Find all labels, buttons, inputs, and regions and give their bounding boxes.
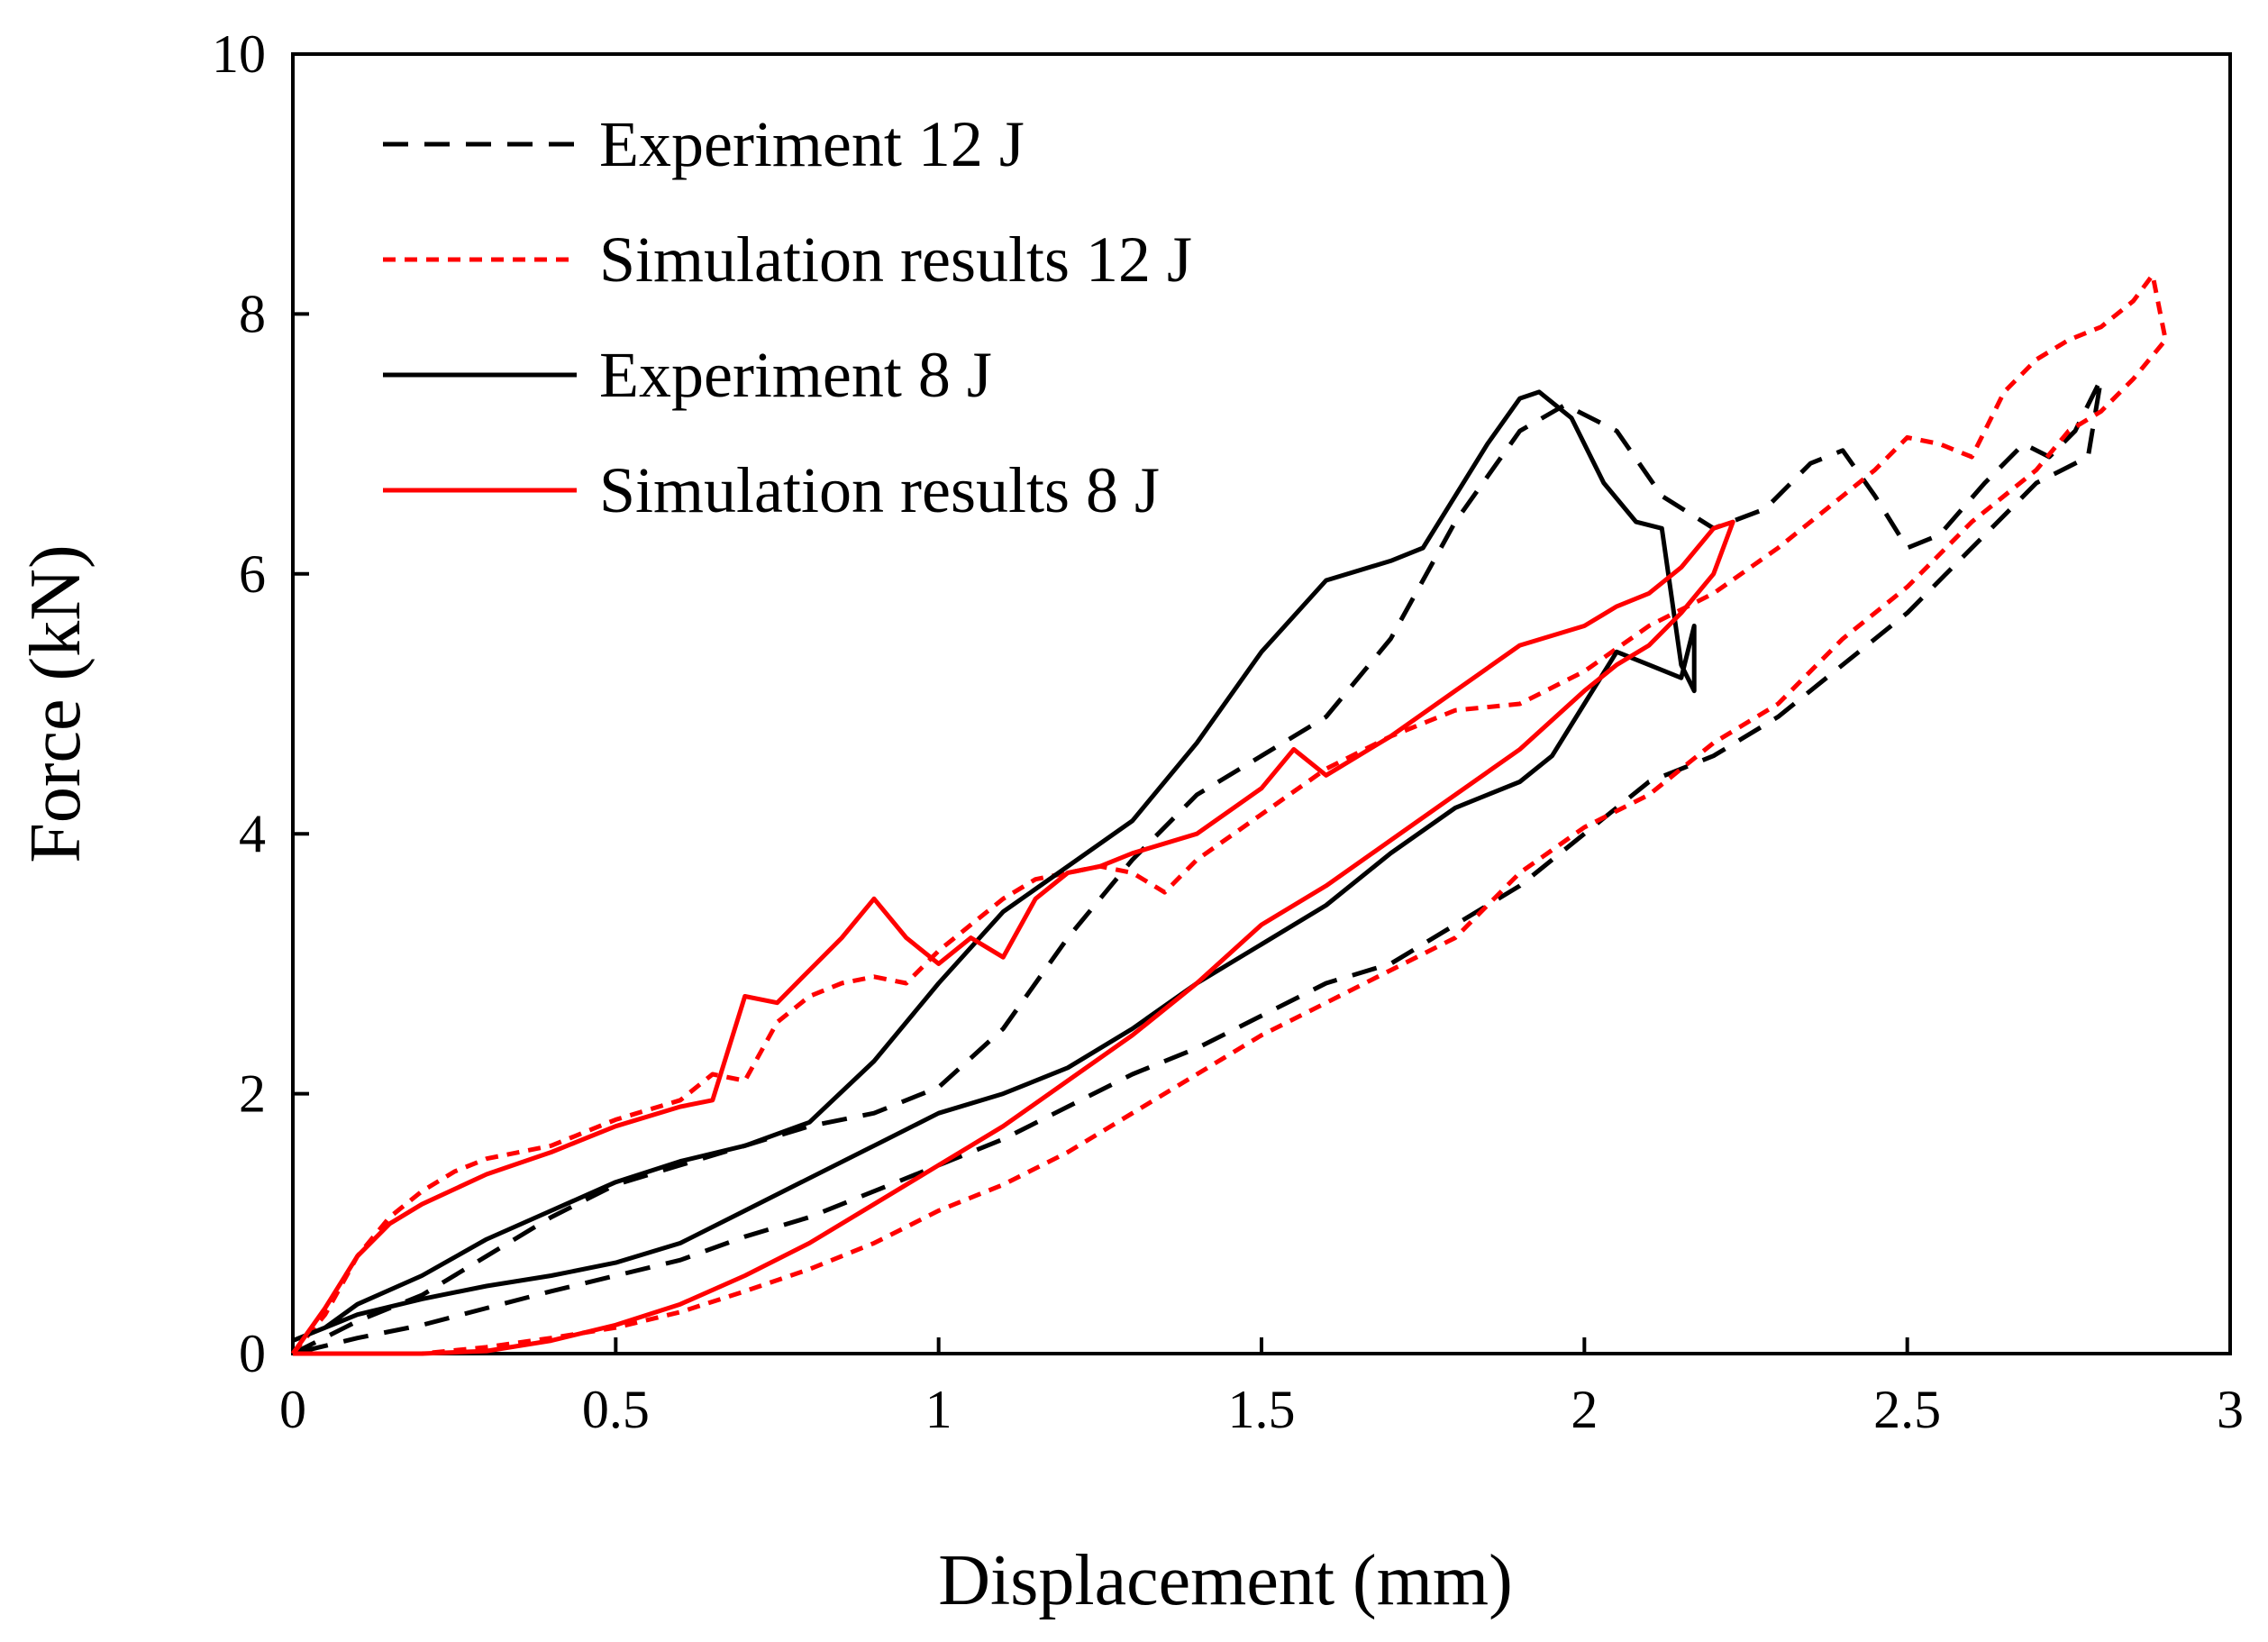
- y-tick-label: 10: [212, 24, 266, 84]
- legend-label-2: Simulation results 12 J: [599, 223, 1192, 296]
- y-tick-label: 8: [239, 284, 266, 343]
- series-line-1: [291, 377, 2104, 1356]
- plot-area-frame: [291, 52, 2232, 1355]
- series-line-3: [292, 389, 1697, 1343]
- y-axis-title: Force (kN): [16, 544, 96, 862]
- x-tick-label: 3: [2217, 1380, 2244, 1439]
- y-tick-label: 6: [239, 544, 266, 604]
- y-tick-label: 0: [239, 1324, 266, 1383]
- legend-label-1: Experiment 12 J: [599, 108, 1025, 180]
- y-tick-label: 2: [239, 1064, 266, 1124]
- legend-label-4: Simulation results 8 J: [599, 454, 1160, 526]
- x-tick-label: 0: [279, 1380, 306, 1439]
- x-tick-label: 1: [925, 1380, 952, 1439]
- x-axis-title: Displacement (mm): [938, 1541, 1513, 1620]
- x-tick-label: 2.5: [1873, 1380, 1941, 1439]
- x-axis-ticks: 0 0.5 1 1.5 2 2.5 3: [279, 1337, 2244, 1439]
- series-line-4: [290, 519, 1735, 1356]
- y-tick-label: 4: [239, 804, 266, 863]
- x-tick-label: 0.5: [582, 1380, 650, 1439]
- legend: Experiment 12 J Simulation results 12 J Ex…: [383, 108, 1192, 526]
- x-tick-label: 2: [1571, 1380, 1598, 1439]
- series-line-2: [291, 272, 2168, 1356]
- legend-label-3: Experiment 8 J: [599, 339, 992, 411]
- x-tick-label: 1.5: [1228, 1380, 1296, 1439]
- y-axis-ticks: 0 2 4 6 8 10: [212, 24, 309, 1383]
- series-layer: [290, 272, 2168, 1356]
